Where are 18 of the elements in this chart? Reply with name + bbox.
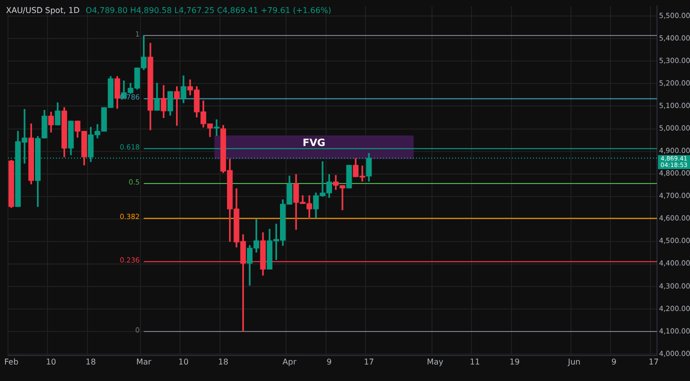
x-tick-label: 19 — [510, 357, 520, 366]
x-tick-label: 11 — [470, 357, 480, 366]
x-tick-label: 18 — [218, 357, 228, 366]
x-tick-label: Mar — [136, 357, 152, 366]
x-tick-label: 10 — [178, 357, 189, 366]
x-tick-label: 10 — [46, 357, 56, 366]
band-label: FVG — [302, 138, 326, 150]
x-tick-label: 17 — [364, 357, 374, 366]
annotation: O4,789.80 H4,890.58 L4,767.25 C4,869.41 +79.61 (+1.66%) — [86, 6, 332, 15]
x-tick-label: May — [426, 357, 444, 366]
x-tick-label: 17 — [648, 357, 659, 366]
x-tick-label: 9 — [326, 357, 332, 366]
x-tick-label: Apr — [282, 357, 298, 366]
x-tick-label: Feb — [4, 357, 18, 366]
x-tick-label: 18 — [86, 357, 96, 366]
chart-title: XAU/USD Spot, 1D — [6, 6, 80, 15]
x-tick-label: Jun — [566, 357, 580, 366]
x-tick-label: 9 — [611, 357, 616, 366]
